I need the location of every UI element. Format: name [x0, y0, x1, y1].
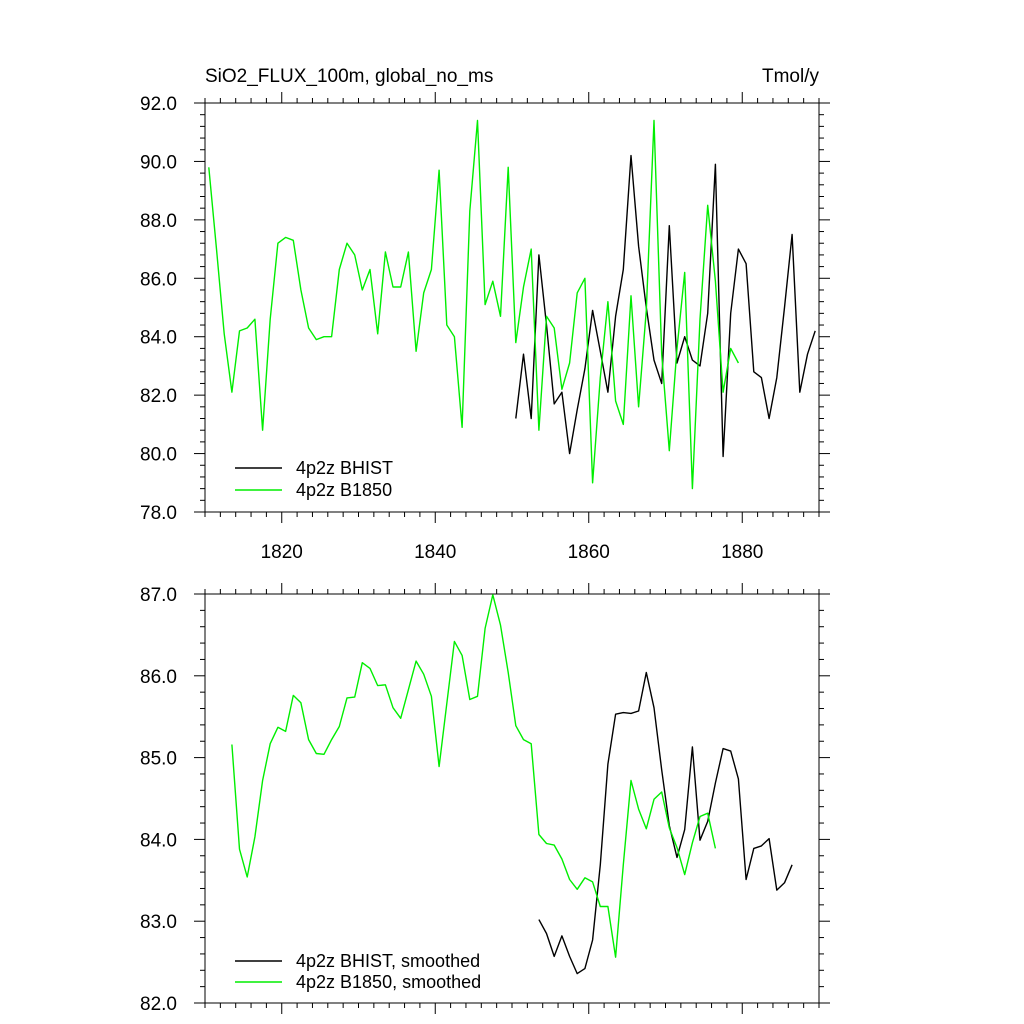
y-tick-label: 86.0 — [140, 269, 177, 290]
y-tick-label: 78.0 — [140, 503, 177, 524]
legend-label-b1850-smoothed: 4p2z B1850, smoothed — [296, 972, 481, 992]
y-tick-label: 84.0 — [140, 830, 177, 851]
x-tick-label: 1840 — [414, 542, 456, 563]
y-tick-label: 85.0 — [140, 749, 177, 770]
x-tick-label: 1860 — [568, 542, 610, 563]
legend-label-bhist: 4p2z BHIST — [296, 458, 393, 478]
bottom-chart-panel: 82.0 83.0 84.0 85.0 86.0 87.0 4p2z BHIST, smo… — [140, 583, 830, 1015]
y-tick-label: 90.0 — [140, 152, 177, 173]
series-line-b1850 — [208, 119, 740, 490]
y-tick-label: 83.0 — [140, 912, 177, 933]
legend-label-b1850: 4p2z B1850 — [296, 480, 392, 500]
top-chart-panel: SiO2_FLUX_100m, global_no_ms Tmol/y 1820… — [140, 66, 830, 563]
x-tick-label: 1820 — [261, 542, 303, 563]
bottom-plot-frame — [204, 593, 820, 1004]
top-chart-title: SiO2_FLUX_100m, global_no_ms — [205, 66, 493, 87]
top-plot-frame — [204, 102, 820, 513]
bottom-legend: 4p2z BHIST, smoothed 4p2z B1850, smoothe… — [235, 951, 481, 992]
y-tick-label: 87.0 — [140, 585, 177, 606]
series-line-b1850-smoothed — [231, 594, 717, 958]
top-chart-units: Tmol/y — [762, 66, 820, 87]
top-axis-ticks: 1820 1840 1860 1880 78.0 80.0 82.0 84.0 86.0 88.0… — [140, 92, 830, 563]
top-series-group — [208, 119, 816, 490]
y-tick-label: 80.0 — [140, 445, 177, 466]
series-line-bhist-smoothed — [538, 671, 793, 975]
y-tick-label: 84.0 — [140, 328, 177, 349]
bottom-series-group — [231, 594, 793, 975]
y-tick-label: 82.0 — [140, 386, 177, 407]
bottom-axis-ticks: 82.0 83.0 84.0 85.0 86.0 87.0 — [140, 583, 830, 1015]
y-tick-label: 82.0 — [140, 994, 177, 1015]
x-tick-label: 1880 — [721, 542, 763, 563]
top-legend: 4p2z BHIST 4p2z B1850 — [235, 458, 393, 500]
y-tick-label: 92.0 — [140, 94, 177, 115]
legend-label-bhist-smoothed: 4p2z BHIST, smoothed — [296, 951, 480, 971]
y-tick-label: 86.0 — [140, 667, 177, 688]
series-line-bhist — [515, 154, 816, 458]
y-tick-label: 88.0 — [140, 211, 177, 232]
